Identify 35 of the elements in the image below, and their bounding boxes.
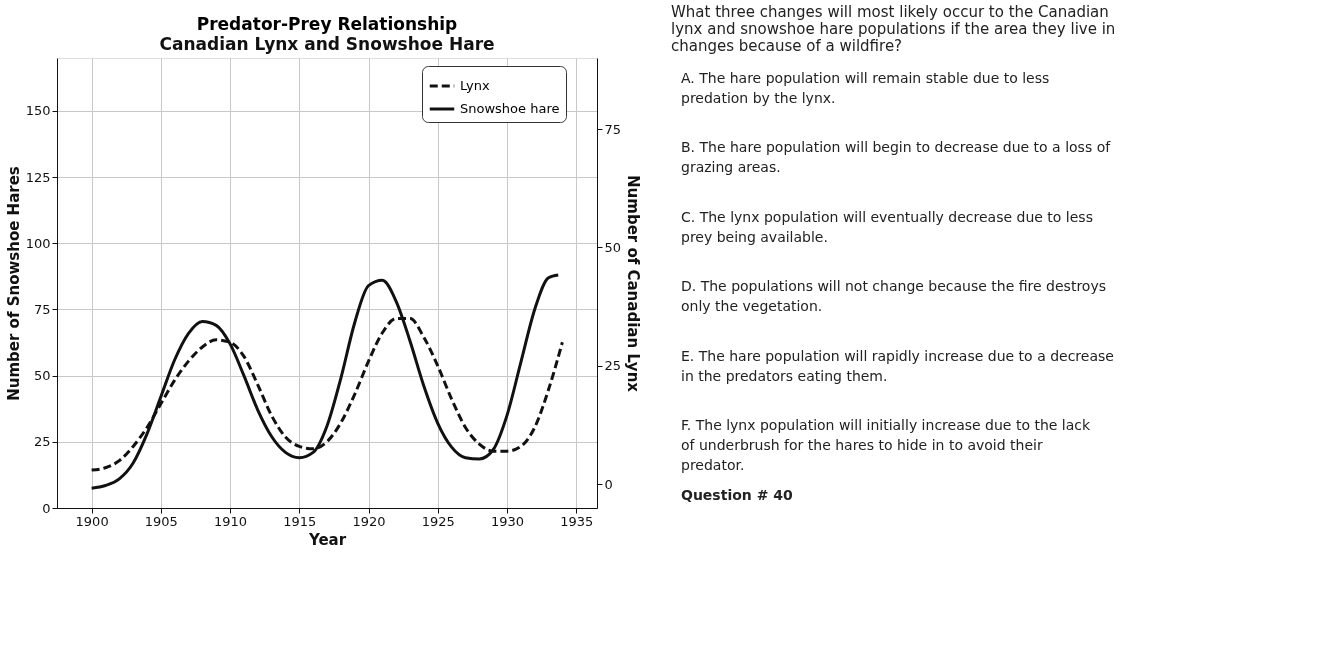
y2-axis-title: Number of Canadian Lynx (624, 175, 643, 393)
legend-label: Snowshoe hare (460, 101, 560, 116)
x-tick-label: 1910 (214, 513, 248, 529)
text: What three changes will most likely occur to the Canadian lynx and snowshoe hare populations if the area they live in changes because of a wildfire? (671, 3, 1116, 55)
x-tick-label: 1905 (144, 513, 178, 529)
y-tick-label: 75 (33, 301, 51, 317)
text: F. The lynx population will initially increase due to the lack of underbrush for the hares to hide in to avoid their predator. (681, 417, 1091, 474)
y2-tick-label: 50 (604, 239, 622, 255)
y-tick-label: 150 (25, 103, 51, 119)
x-tick-label: 1930 (490, 513, 525, 529)
x-tick-label: 1920 (352, 513, 386, 529)
y2-tick-label: 0 (604, 476, 613, 492)
y2-tick-label: 25 (604, 358, 622, 374)
x-tick-label: 1925 (421, 513, 455, 529)
text: C. The lynx population will eventually decrease due to less prey being available. (681, 208, 1093, 245)
y-axis-title: Number of Snowshoe Hares (4, 166, 23, 401)
line-series (90, 273, 560, 490)
text: E. The hare population will rapidly increase due to a decrease in the predators eating them. (681, 347, 1114, 384)
x-axis-title: Year (307, 530, 347, 549)
x-tick-label: 1900 (75, 513, 109, 529)
chart-subtitle: Canadian Lynx and Snowshoe Hare (159, 34, 495, 54)
text: Question # 40 (681, 486, 793, 503)
x-tick-label: 1915 (283, 513, 317, 529)
y-tick-label: 0 (42, 500, 51, 516)
legend-label: Lynx (460, 78, 490, 93)
text: D. The populations will not change because the fire destroys only the vegetation. (681, 278, 1106, 315)
chart-title: Predator-Prey Relationship (196, 14, 458, 34)
text: B. The hare population will begin to decrease due to a loss of grazing areas. (681, 139, 1112, 176)
y-tick-label: 25 (33, 434, 51, 450)
text: A. The hare population will remain stable due to less predation by the lynx. (681, 69, 1050, 106)
y-tick-label: 50 (33, 368, 51, 384)
x-tick-label: 1935 (560, 513, 594, 529)
y-tick-label: 125 (25, 169, 51, 185)
y2-tick-label: 75 (604, 121, 622, 137)
y-tick-label: 100 (25, 235, 51, 251)
